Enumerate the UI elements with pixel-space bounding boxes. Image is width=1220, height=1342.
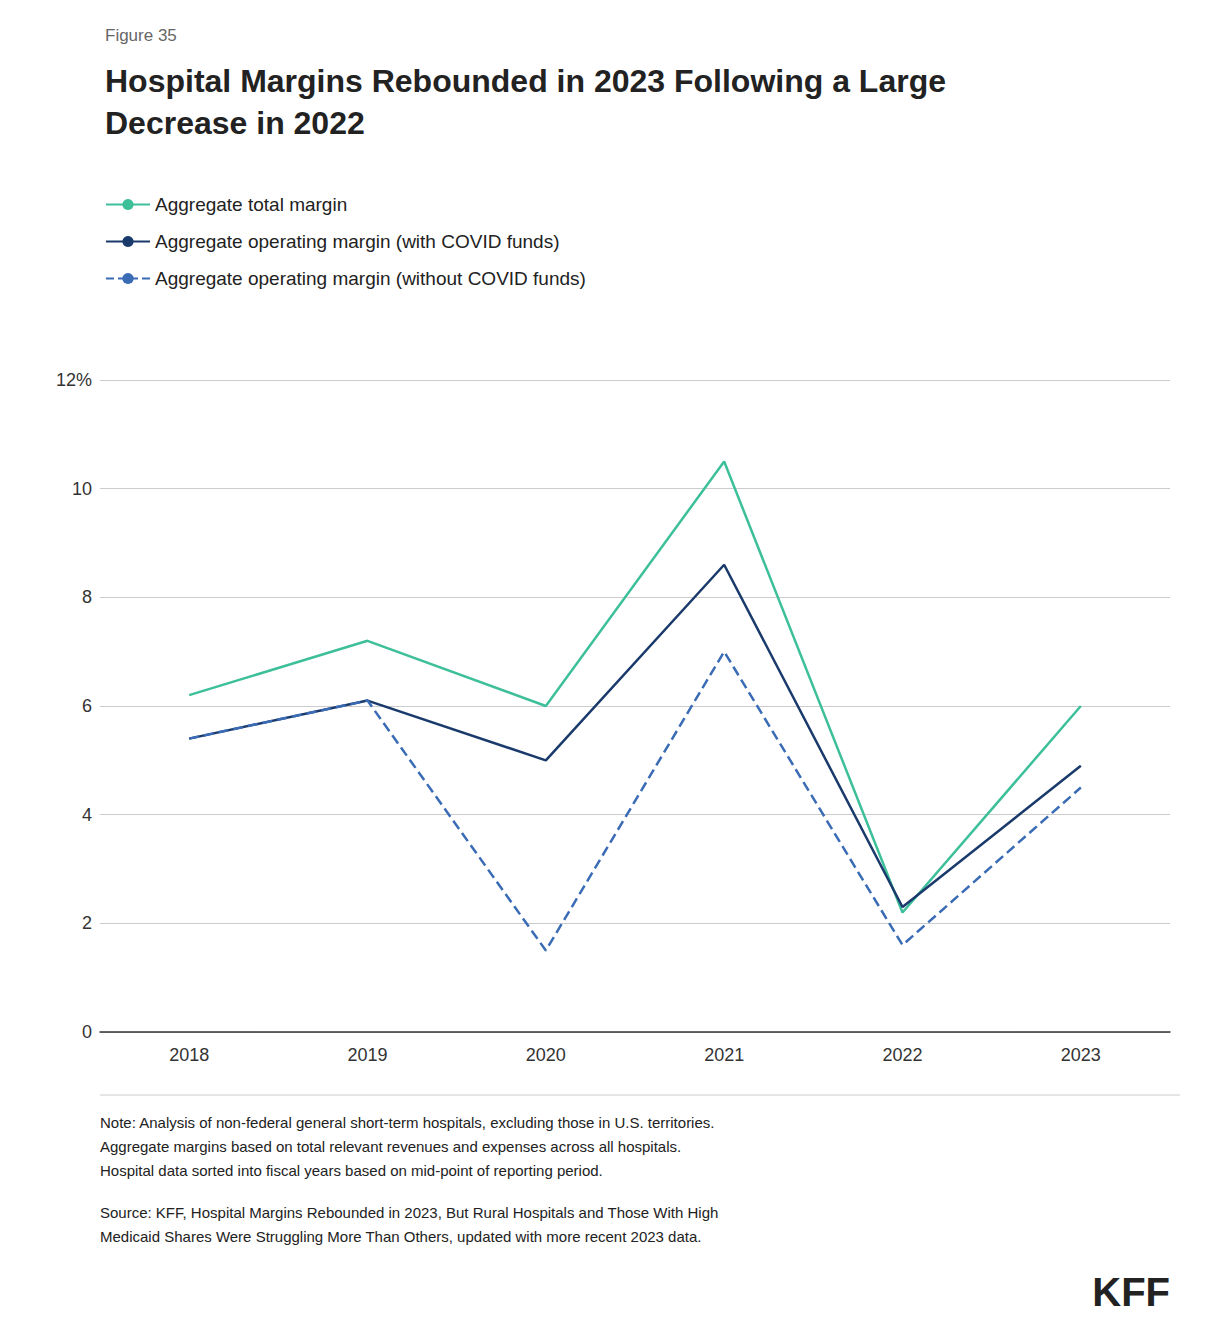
svg-text:Aggregate margins based on tot: Aggregate margins based on total relevan… bbox=[100, 1138, 681, 1155]
svg-text:10: 10 bbox=[72, 479, 92, 499]
svg-text:Source: KFF, Hospital Margins: Source: KFF, Hospital Margins Rebounded … bbox=[100, 1204, 718, 1221]
svg-text:Note: Analysis of non-federal: Note: Analysis of non-federal general sh… bbox=[100, 1114, 714, 1131]
svg-text:12%: 12% bbox=[56, 370, 92, 390]
svg-text:Aggregate operating margin (wi: Aggregate operating margin (without COVI… bbox=[155, 268, 586, 289]
svg-text:2: 2 bbox=[82, 913, 92, 933]
svg-text:6: 6 bbox=[82, 696, 92, 716]
svg-text:Medicaid Shares Were Strugglin: Medicaid Shares Were Struggling More Tha… bbox=[100, 1228, 701, 1245]
svg-text:2019: 2019 bbox=[347, 1045, 387, 1065]
svg-text:4: 4 bbox=[82, 805, 92, 825]
svg-text:2022: 2022 bbox=[882, 1045, 922, 1065]
svg-text:KFF: KFF bbox=[1092, 1270, 1170, 1314]
svg-text:2023: 2023 bbox=[1061, 1045, 1101, 1065]
svg-text:0: 0 bbox=[82, 1022, 92, 1042]
svg-text:Figure 35: Figure 35 bbox=[105, 26, 177, 45]
svg-text:Aggregate total margin: Aggregate total margin bbox=[155, 194, 347, 215]
svg-text:2021: 2021 bbox=[704, 1045, 744, 1065]
svg-text:Aggregate operating margin (wi: Aggregate operating margin (with COVID f… bbox=[155, 231, 559, 252]
svg-text:Hospital Margins Rebounded in: Hospital Margins Rebounded in 2023 Follo… bbox=[105, 63, 946, 99]
svg-text:2018: 2018 bbox=[169, 1045, 209, 1065]
svg-text:Hospital data sorted into fisc: Hospital data sorted into fiscal years b… bbox=[100, 1162, 603, 1179]
svg-text:Decrease in 2022: Decrease in 2022 bbox=[105, 105, 365, 141]
svg-text:2020: 2020 bbox=[526, 1045, 566, 1065]
svg-text:8: 8 bbox=[82, 587, 92, 607]
